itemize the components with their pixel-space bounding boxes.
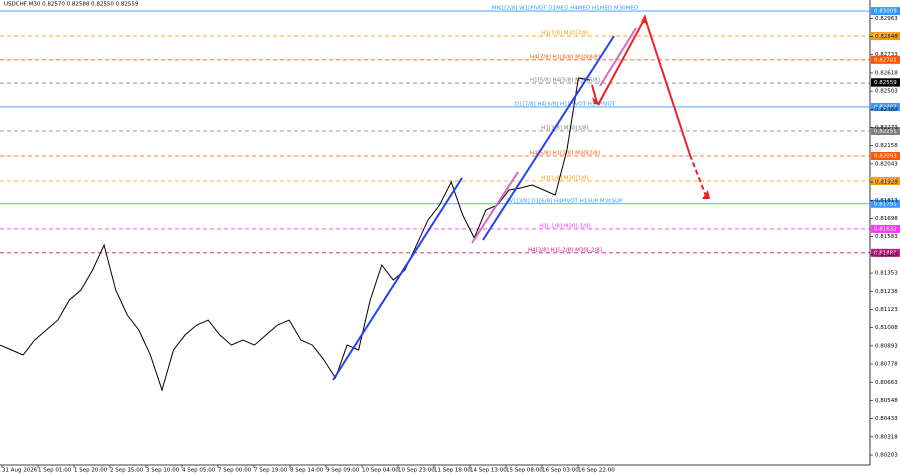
x-tick-label: 3 Sep 10:00: [146, 468, 180, 474]
y-tick-label: 0.82618: [875, 70, 898, 76]
price-box: [871, 55, 900, 64]
price-box: [871, 127, 900, 136]
x-tick-label: 7 Sep 00:00: [218, 468, 252, 474]
price-box-label: 0.82403: [874, 104, 897, 110]
x-tick-label: 2 Sep 15:00: [110, 468, 144, 474]
y-tick-label: 0.82388: [875, 107, 898, 113]
x-tick-label: 16 Sep 22:00: [578, 468, 615, 474]
trend-line: [332, 177, 463, 381]
x-tick-label: 10 Sep 04:00: [362, 468, 399, 474]
y-tick-label: 0.81698: [875, 216, 898, 222]
drawings: [332, 14, 710, 381]
trend-line: [471, 171, 519, 244]
x-tick-label: 15 Sep 08:00: [506, 468, 543, 474]
level-label: H1[-1/8] M30[-1/8]: [539, 223, 590, 229]
x-tick-label: 4 Sep 05:00: [182, 468, 216, 474]
chart-title: USDCHF,M30 0.82570 0.82588 0.82550 0.825…: [4, 2, 139, 8]
y-tick-label: 0.81928: [875, 180, 898, 186]
y-tick-label: 0.81813: [875, 198, 898, 204]
y-tick-label: 0.81583: [875, 234, 898, 240]
y-tick-label: 0.81468: [875, 252, 898, 258]
price-box-label: 0.83009: [874, 9, 897, 15]
ticks: 0.80203 0.80318 0.80433 0.80548 0.80663 0.807…: [870, 16, 898, 459]
x-tick-label: 1 Sep 20:00: [74, 468, 108, 474]
last-price-box: [871, 78, 900, 87]
price: 0.82559: [0, 77, 900, 392]
arrow-head: [702, 190, 710, 199]
y-tick-label: 0.82848: [875, 34, 898, 40]
price-box: [871, 177, 900, 186]
price-box: [871, 102, 900, 111]
trend-line: [482, 35, 615, 241]
arrow: [591, 84, 598, 104]
y-tick-label: 0.81123: [875, 307, 898, 313]
level-label: H1[3/8] M30[3/8]: [541, 126, 588, 132]
price-box: [871, 248, 900, 257]
y-tick-label: 0.80433: [875, 416, 898, 422]
price-box: [871, 7, 900, 16]
y-tick-label: 0.81353: [875, 271, 898, 277]
price-box-label: 0.82251: [874, 129, 897, 135]
y-tick-label: 0.81238: [875, 289, 898, 295]
y-tick-label: 0.82273: [875, 125, 898, 131]
price-box-label: 0.81791: [874, 201, 897, 207]
y-tick-label: 0.80203: [875, 453, 898, 459]
price-box-label: 0.81935: [874, 179, 897, 185]
price-box-label: 0.82093: [874, 154, 897, 160]
y-tick-label: 0.80663: [875, 380, 898, 386]
level-label: W1[3/8] D1[6/8] H4PIVOT H1SUP M30SUP: [508, 198, 624, 204]
arrow: [689, 154, 707, 197]
x-tick-label: 31 Aug 2026: [2, 468, 38, 474]
level-label: MN1[2/8] W1[PIVOT D1MED H4MED H1MED M30M…: [492, 6, 638, 12]
x-tick-label: 9 Sep 09:00: [326, 468, 360, 474]
x-tick-label: 14 Sep 13:00: [470, 468, 507, 474]
x-tick-label: 10 Sep 23:00: [398, 468, 435, 474]
price-box-label: 0.82701: [874, 57, 897, 63]
x-labels: 31 Aug 2026 1 Sep 01:00 1 Sep 20:00 2 Sep 1…: [1, 465, 615, 474]
price-box: [871, 32, 900, 41]
last-price-label: 0.82559: [874, 80, 897, 86]
price-line: [0, 77, 591, 392]
y-tick-label: 0.82733: [875, 52, 898, 58]
x-tick-label: 11 Sep 18:00: [434, 468, 471, 474]
level-label: H4[5/8] H1[2/8] M30[2/8]: [530, 151, 600, 157]
y-tick-label: 0.80893: [875, 343, 898, 349]
x-tick-label: 7 Sep 19:00: [254, 468, 288, 474]
x-tick-label: 8 Sep 14:00: [290, 468, 324, 474]
trend-line: [599, 27, 637, 87]
price-box: [871, 152, 900, 161]
level-label: H1[5/8] H4[5/8] M30[5/8]: [530, 78, 600, 84]
level-label: H1[7/8] M30[7/8]: [541, 31, 588, 37]
price-box: [871, 199, 900, 208]
price-box-label: 0.81481: [874, 250, 897, 256]
y-tick-label: 0.82043: [875, 161, 898, 167]
level-label: H1[1/8] M30[1/8]: [541, 176, 588, 182]
x-tick-label: 1 Sep 01:00: [38, 468, 72, 474]
y-tick-label: 0.80548: [875, 398, 898, 404]
level-label: H4[3/8] H1[-2/8] M30[-2/8]: [528, 247, 602, 253]
price-box-label: 0.82851: [874, 34, 897, 40]
y-tick-label: 0.82158: [875, 143, 898, 149]
y-tick-label: 0.80778: [875, 362, 898, 368]
price-box: [871, 224, 900, 233]
y-tick-label: 0.82963: [875, 16, 898, 22]
y-tick-label: 0.82503: [875, 89, 898, 95]
levels: MN1[2/8] W1[PIVOT D1MED H4MED H1MED M30M…: [0, 6, 900, 257]
y-tick-label: 0.80318: [875, 434, 898, 440]
y-tick-label: 0.81008: [875, 325, 898, 331]
x-tick-label: 16 Sep 03:00: [542, 468, 579, 474]
arrow-head: [641, 14, 648, 24]
arrow-head: [592, 97, 600, 104]
level-label: H4[7/8] H1[8/8] M30[8/8]: [530, 54, 600, 60]
level-label: D1[7/8] H4[6/8] H1[PIVOT H30PIVOT: [515, 101, 616, 107]
price-box-label: 0.81632: [874, 226, 897, 232]
